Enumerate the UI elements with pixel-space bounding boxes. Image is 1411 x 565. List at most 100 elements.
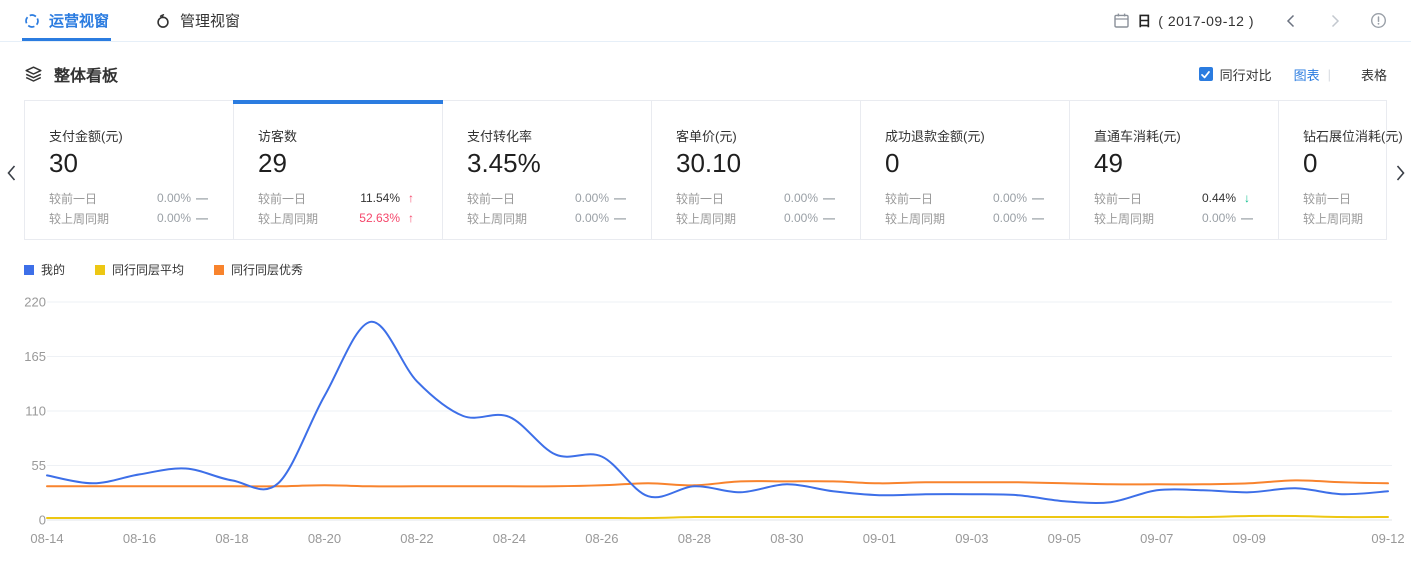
legend-swatch-blue: [24, 264, 34, 275]
view-separator: |: [1327, 66, 1331, 82]
svg-text:110: 110: [25, 404, 46, 419]
tab-label: 管理视窗: [180, 13, 241, 30]
legend-item-peer-average[interactable]: 同行同层平均: [95, 261, 184, 278]
trend-up-icon: ↑: [408, 211, 414, 225]
compare-label: 较前一日: [49, 191, 98, 206]
kpi-title: 支付金额(元): [49, 129, 123, 144]
kpi-value: 0: [885, 148, 900, 178]
compare-label: 较上周同期: [1094, 211, 1155, 226]
svg-text:08-18: 08-18: [215, 531, 248, 546]
trend-flat-icon: —: [823, 191, 835, 205]
svg-text:09-07: 09-07: [1140, 531, 1173, 546]
chevron-right-icon: [1396, 165, 1405, 181]
check-icon: [1201, 70, 1210, 78]
compare-label: 较前一日: [1303, 191, 1352, 206]
help-button[interactable]: [1370, 12, 1387, 29]
svg-text:08-14: 08-14: [30, 531, 63, 546]
compare-label: 较上周同期: [885, 211, 946, 226]
svg-text:220: 220: [24, 295, 46, 310]
trend-flat-icon: —: [614, 211, 626, 225]
kpi-title: 客单价(元): [676, 129, 737, 144]
trend-flat-icon: —: [614, 191, 626, 205]
date-picker[interactable]: 日 ( 2017-09-12 ): [1113, 11, 1254, 31]
layers-icon: [25, 66, 42, 82]
trend-down-icon: ↓: [1244, 191, 1250, 205]
legend-item-peer-excellent[interactable]: 同行同层优秀: [214, 261, 303, 278]
kpi-title: 支付转化率: [467, 129, 533, 144]
kpi-card-conversion-rate[interactable]: 支付转化率 3.45% 较前一日 0.00% — 较上周同期 0.00% —: [443, 101, 652, 239]
date-next-button[interactable]: [1328, 13, 1342, 29]
trend-line-chart[interactable]: 0 55 110 165 220 08-14 08-16 08-18 08-20 08-22 08-…: [0, 288, 1411, 565]
line-chart-canvas[interactable]: 0 55 110 165 220 08-14 08-16 08-18 08-20 08-22 08-…: [0, 288, 1411, 565]
kpi-value: 30: [49, 148, 78, 178]
operation-view-icon: [25, 13, 39, 28]
legend-label: 同行同层平均: [112, 263, 185, 277]
compare-value: 0.44%: [1201, 191, 1236, 205]
tab-label: 运营视窗: [49, 13, 110, 30]
kpi-card-refund-amount[interactable]: 成功退款金额(元) 0 较前一日 0.00% — 较上周同期 0.00% —: [861, 101, 1070, 239]
tab-operation-view[interactable]: 运营视窗: [21, 0, 112, 41]
kpi-title: 直通车消耗(元): [1094, 129, 1181, 144]
compare-value: 11.54%: [360, 191, 400, 205]
kpi-compare: 较前一日 0.44% ↓ 较上周同期 0.00% —: [1094, 188, 1256, 228]
trend-flat-icon: —: [1241, 211, 1253, 225]
trend-flat-icon: —: [823, 211, 835, 225]
legend-item-mine[interactable]: 我的: [24, 261, 65, 278]
kpi-card-visitors[interactable]: 访客数 29 较前一日 11.54% ↑ 较上周同期 52.63% ↑: [233, 100, 443, 239]
trend-up-icon: ↑: [408, 191, 414, 205]
svg-text:09-01: 09-01: [863, 531, 896, 546]
kpi-card-payment-amount[interactable]: 支付金额(元) 30 较前一日 0.00% — 较上周同期 0.00% —: [25, 101, 234, 239]
nav-tabs: 运营视窗 管理视窗: [21, 0, 240, 41]
peer-compare-label: 同行对比: [1219, 67, 1272, 83]
svg-text:08-24: 08-24: [493, 531, 526, 546]
compare-label: 较上周同期: [676, 211, 737, 226]
svg-text:08-30: 08-30: [770, 531, 803, 546]
compare-value: 0.00%: [1201, 211, 1236, 225]
date-prev-button[interactable]: [1284, 13, 1298, 29]
trend-flat-icon: —: [196, 191, 208, 205]
compare-value: 0.00%: [783, 191, 818, 205]
compare-label: 较前一日: [1094, 191, 1143, 206]
kpi-title: 钻石展位消耗(元): [1303, 129, 1403, 144]
compare-value: 0.00%: [1387, 191, 1411, 205]
compare-value: 0.00%: [992, 191, 1027, 205]
kpi-value: 49: [1094, 148, 1123, 178]
cards-scroll-left-button[interactable]: [4, 163, 18, 183]
peer-compare-checkbox[interactable]: [1198, 67, 1213, 81]
kpi-value: 0: [1303, 148, 1318, 178]
svg-text:08-22: 08-22: [400, 531, 433, 546]
compare-label: 较上周同期: [467, 211, 528, 226]
trend-flat-icon: —: [1032, 191, 1044, 205]
compare-value: 52.63%: [359, 211, 400, 225]
kpi-card-avg-order-value[interactable]: 客单价(元) 30.10 较前一日 0.00% — 较上周同期 0.00% —: [652, 101, 861, 239]
svg-text:09-05: 09-05: [1048, 531, 1081, 546]
management-view-icon: [157, 13, 169, 28]
legend-label: 我的: [41, 263, 66, 277]
view-chart-link[interactable]: 图表: [1293, 67, 1320, 83]
legend-swatch-yellow: [95, 264, 106, 275]
cards-scroll-right-button[interactable]: [1393, 163, 1407, 183]
kpi-value: 3.45%: [467, 148, 541, 178]
kpi-card-ztc-spend[interactable]: 直通车消耗(元) 49 较前一日 0.44% ↓ 较上周同期 0.00% —: [1070, 101, 1279, 239]
tab-management-view[interactable]: 管理视窗: [155, 0, 240, 41]
trend-flat-icon: —: [196, 211, 208, 225]
date-value: ( 2017-09-12 ): [1158, 12, 1254, 29]
svg-text:09-03: 09-03: [955, 531, 988, 546]
legend-swatch-orange: [214, 264, 225, 275]
svg-text:0: 0: [39, 513, 46, 528]
calendar-icon: [1114, 13, 1129, 28]
kpi-value: 30.10: [676, 148, 742, 178]
view-table-link[interactable]: 表格: [1360, 67, 1387, 83]
compare-value: 0.00%: [783, 211, 818, 225]
svg-text:55: 55: [32, 458, 46, 473]
svg-text:08-20: 08-20: [308, 531, 341, 546]
chevron-left-icon: [1286, 14, 1295, 27]
compare-label: 较前一日: [467, 191, 516, 206]
nav-right: 日 ( 2017-09-12 ): [1113, 11, 1387, 31]
compare-value: 0.00%: [156, 191, 191, 205]
